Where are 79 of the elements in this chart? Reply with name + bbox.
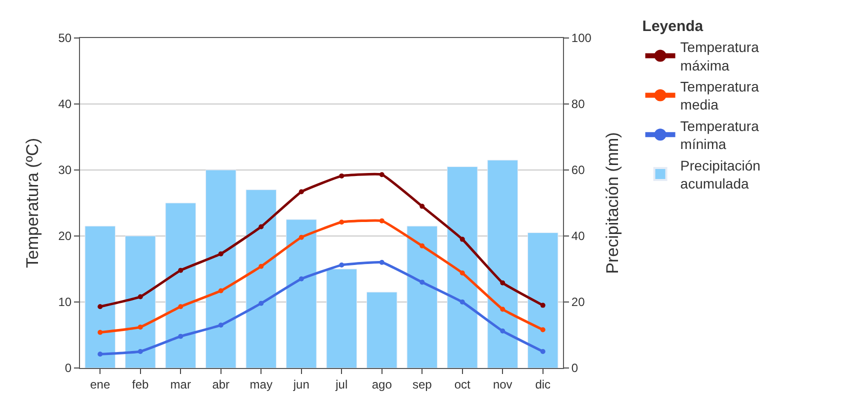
point xyxy=(420,280,425,285)
point xyxy=(178,268,184,273)
point xyxy=(218,288,224,294)
point xyxy=(258,264,264,269)
x-tick-label: ene xyxy=(90,377,110,392)
point xyxy=(218,251,224,256)
point xyxy=(339,173,344,178)
point xyxy=(379,260,384,265)
point xyxy=(460,270,465,276)
x-tick-label: oct xyxy=(454,377,472,392)
point xyxy=(98,330,103,335)
point xyxy=(98,304,103,310)
y2-tick-label: 0 xyxy=(571,361,578,376)
bar xyxy=(286,219,317,368)
y2-axis-title: Precipitación (mm) xyxy=(603,132,622,274)
point xyxy=(138,294,143,300)
legend-label: Temperatura mínima xyxy=(680,118,760,152)
point xyxy=(178,304,184,310)
point xyxy=(379,172,384,178)
y-tick-label: 10 xyxy=(58,295,72,310)
point xyxy=(460,236,465,242)
y-tick-label: 40 xyxy=(58,97,72,112)
y-tick-label: 30 xyxy=(58,163,72,178)
y-axis-title: Temperatura (ºC) xyxy=(22,138,42,268)
point xyxy=(500,328,506,334)
x-tick-label: feb xyxy=(132,377,150,392)
point xyxy=(540,302,546,308)
x-tick-label: dic xyxy=(535,377,551,392)
point xyxy=(379,218,384,224)
x-tick-label: mar xyxy=(170,377,191,392)
point xyxy=(460,300,465,304)
point xyxy=(218,322,224,328)
y2-tick-label: 20 xyxy=(571,295,586,310)
bar xyxy=(246,190,276,368)
bar xyxy=(206,170,236,368)
bar xyxy=(406,226,438,368)
point xyxy=(420,243,425,248)
legend-label: Precipitación acumulada xyxy=(680,157,760,192)
bar xyxy=(84,226,116,368)
bar xyxy=(165,202,196,368)
bar xyxy=(447,166,478,368)
x-tick-label: abr xyxy=(212,377,230,392)
point xyxy=(298,276,304,282)
point xyxy=(500,280,506,286)
bar xyxy=(125,236,156,368)
x-tick-label: ago xyxy=(372,377,392,392)
point xyxy=(178,334,184,339)
point xyxy=(298,234,304,240)
y-tick-label: 0 xyxy=(64,361,72,376)
bar xyxy=(326,268,357,368)
x-tick-label: may xyxy=(250,377,272,392)
point xyxy=(138,349,143,354)
point xyxy=(339,262,344,268)
x-tick-label: sep xyxy=(412,377,432,392)
x-tick-label: nov xyxy=(492,377,512,392)
y2-tick-label: 100 xyxy=(571,31,592,46)
bar xyxy=(487,160,518,368)
bar xyxy=(528,232,558,368)
point xyxy=(540,327,546,332)
point xyxy=(298,189,304,194)
y2-tick-label: 80 xyxy=(571,97,586,112)
point xyxy=(540,349,546,354)
y2-tick-label: 40 xyxy=(571,229,586,244)
legend-label: Temperatura máxima xyxy=(680,39,760,74)
legend-label: Temperatura media xyxy=(680,78,760,113)
y-tick-label: 50 xyxy=(58,31,72,46)
point xyxy=(500,306,506,312)
legend-title: Leyenda xyxy=(642,18,704,36)
x-tick-label: jun xyxy=(292,377,310,392)
y-tick-label: 20 xyxy=(58,229,72,244)
point xyxy=(98,352,103,357)
bar xyxy=(366,292,398,368)
point xyxy=(138,324,143,330)
point xyxy=(339,220,344,225)
point xyxy=(258,224,264,230)
y2-tick-label: 60 xyxy=(571,163,586,178)
point xyxy=(258,300,264,306)
point xyxy=(420,204,425,209)
x-tick-label: jul xyxy=(334,377,348,392)
